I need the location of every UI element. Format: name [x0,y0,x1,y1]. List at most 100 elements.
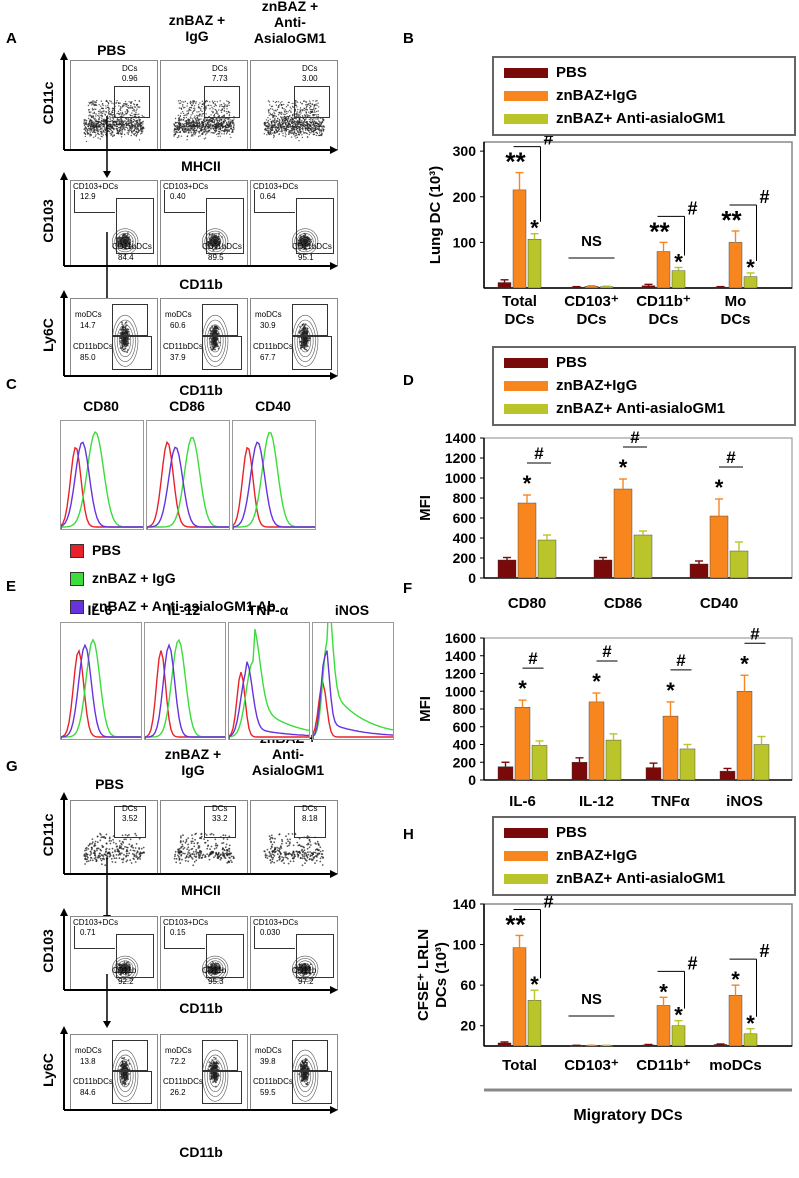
panel-label-e: E [6,578,17,595]
a-row1-gate-value-0: 0.96 [122,74,138,83]
g-row3-scatter-1 [202,1049,229,1102]
chart-h-bar-3-1 [728,995,743,1047]
chart-d-bar-0-1 [517,502,537,579]
chart-b-cat-3-1: DCs [720,311,750,328]
g-row1-scatter-1 [173,832,235,867]
chart-h-cat-3-0: moDCs [709,1057,762,1074]
chart-b-ann-7: ** [721,205,742,235]
a-row2-plot-0 [70,180,158,266]
chart-f-ytick-label-8: 1600 [445,630,476,646]
chart-f-bar-3-0 [719,770,736,781]
a-row1-plot-2 [250,60,338,150]
a-row3-g2-2: CD11bDCs [253,342,293,351]
g-row3-g2-1: CD11bDCs [163,1077,203,1086]
chart-h-ytick-label-0: 20 [460,1018,476,1034]
g-row2-gate2-1 [206,934,244,978]
legend-d-swatch-0 [504,358,548,369]
g-row2-axes [60,908,338,994]
a-row3-v2-0: 85.0 [80,353,96,362]
g-row1-axes [60,792,338,878]
a-row2-g1-0: CD103+DCs [73,182,119,191]
g-row2-scatter-0 [112,955,139,982]
chart-h-xlabel: Migratory DCs [573,1107,682,1124]
g-row3-v2-1: 26.2 [170,1088,186,1097]
g-row3-v2-0: 84.6 [80,1088,96,1097]
chart-b-bar-0-2 [527,238,542,289]
g-row2-v1-0: 0.71 [80,928,96,937]
chart-b-ann-4: ** [649,216,670,246]
c-hist-svg-1 [147,436,229,529]
chart-d-cat-0-0: CD80 [508,595,546,612]
e-title-3: iNOS [334,602,370,618]
chart-f-bar-1-0 [571,762,588,781]
chart-b-ann-0: ** [505,147,526,177]
a-row2-gate2-0 [116,198,154,254]
g-row3-gate1-0 [112,1040,148,1071]
c-title-0: CD80 [83,398,119,414]
g-row2-g2-1: CD11b [202,966,227,975]
e-title-1: IL-12 [167,602,201,618]
g-row3-gate1-1 [202,1040,238,1071]
col-title-igg: znBAZ + IgG [168,12,226,44]
g-row3-xlabel: CD11b [179,1144,223,1160]
g-row2-v2-1: 95.3 [208,977,224,986]
chart-f-ytick-label-4: 800 [453,701,477,717]
a-row3-g1-0: moDCs [75,310,102,319]
chart-d-ann-star-0: * [523,471,532,496]
g-row1-gate-0 [114,806,146,838]
chart-d-bar-1-0 [593,559,613,579]
a-row1-gating-arrow [103,116,111,178]
a-row2-g2-1: CD11bDCs [202,242,242,251]
legend-b-row-2: znBAZ+ Anti-asialoGM1 [504,110,725,128]
chart-f-bar-0-2 [531,745,548,781]
panel-label-g: G [6,758,18,775]
chart-h-cat-1-0: CD103⁺ [564,1057,619,1074]
legend-b-label-0: PBS [556,64,587,81]
chart-h-cat-2-0: CD11b⁺ [636,1057,691,1074]
g-row3-plot-0 [70,1034,158,1110]
a-row2-v2-2: 95.1 [298,253,314,262]
chart-h-bar-3-0 [713,1044,728,1047]
panel-label-f: F [403,580,413,597]
g-row1-gating-arrow [103,858,111,922]
g-row1-gate-label-2: DCs [302,804,318,813]
chart-b-ylabel: Lung DC (10³) [427,166,444,264]
a-row3-gate1-2 [292,304,328,336]
chart-d-bar-2-1 [709,515,729,579]
hist-legend-label-1: znBAZ + IgG [92,570,176,586]
g-row3-gate2-0 [112,1071,152,1104]
a-row3-g2-0: CD11bDCs [73,342,113,351]
col-title-anti: znBAZ + Anti- AsialoGM1 [253,0,327,46]
legend-b-label-1: znBAZ+IgG [556,87,638,104]
a-row3-g1-1: moDCs [165,310,192,319]
chart-f-ann-hash-0: # [528,649,538,668]
a-row1-gate-0 [114,86,150,118]
a-row1-gate-label-1: DCs [212,64,228,73]
a-row2-gate1-0 [74,190,115,213]
chart-h-ytick-label-1: 60 [460,977,476,993]
chart-b-ytick-label-0: 100 [453,234,477,250]
legend-h-swatch-2 [504,874,548,885]
a-row3-v1-2: 30.9 [260,321,276,330]
e-hist-svg-3 [313,623,393,739]
chart-f-ann-hash-3: # [750,624,760,643]
chart-b-cat-1-1: DCs [576,311,606,328]
g-row2-gating-arrow [103,974,111,1028]
a-row2-plot-1 [160,180,248,266]
g-row2-g1-0: CD103+DCs [73,918,119,927]
legend-h-label-2: znBAZ+ Anti-asialoGM1 [556,870,726,887]
a-row3-gate2-1 [202,336,242,370]
a-row2-g1-2: CD103+DCs [253,182,299,191]
a-row2-g1-1: CD103+DCs [163,182,209,191]
chart-b-cat-3-0: Mo [725,293,747,310]
legend-b-row-1: znBAZ+IgG [504,87,637,105]
c-hist-1 [146,420,230,530]
chart-h-ann-5: * [674,1003,683,1028]
chart-d-bar-1-2 [633,534,653,579]
chart-h-ann-6: # [687,953,697,973]
legend-b-box: PBS znBAZ+IgG znBAZ+ Anti-asialoGM1 [492,56,796,136]
legend-h-row-1: znBAZ+IgG [504,847,637,865]
chart-b-bar-2-0 [641,285,656,289]
g-row2-scatter-1 [202,955,229,982]
